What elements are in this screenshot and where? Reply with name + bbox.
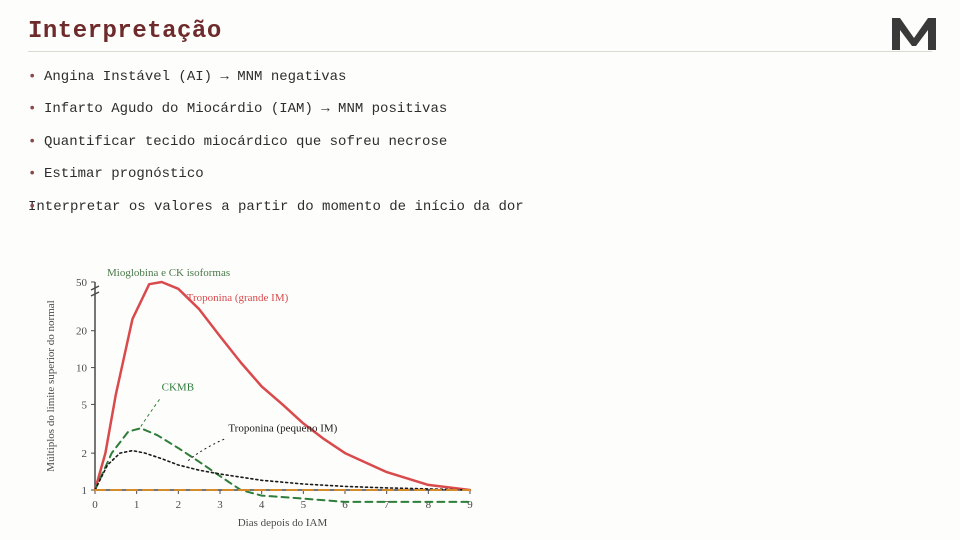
- svg-text:5: 5: [301, 499, 307, 511]
- bullet-item: Angina Instável (AI) → MNM negativas: [28, 66, 932, 88]
- page-title: Interpretação: [28, 18, 932, 52]
- svg-text:3: 3: [217, 499, 223, 511]
- slide: Interpretação Angina Instável (AI) → MNM…: [0, 0, 960, 540]
- svg-text:20: 20: [76, 326, 88, 338]
- svg-text:50: 50: [76, 277, 88, 289]
- svg-text:7: 7: [384, 499, 390, 511]
- bullet-item: Interpretar os valores a partir do momen…: [28, 196, 932, 218]
- svg-text:Troponina (grande IM): Troponina (grande IM): [187, 292, 289, 304]
- bullet-list: Angina Instável (AI) → MNM negativas Inf…: [28, 66, 932, 218]
- svg-text:8: 8: [426, 499, 432, 511]
- svg-text:Troponina (pequeno IM): Troponina (pequeno IM): [228, 423, 337, 435]
- svg-text:Dias depois do IAM: Dias depois do IAM: [238, 517, 328, 529]
- bullet-item: Estimar prognóstico: [28, 163, 932, 185]
- bullet-item: Infarto Agudo do Miocárdio (IAM) → MNM p…: [28, 98, 932, 120]
- svg-text:1: 1: [134, 499, 140, 511]
- marker-kinetics-chart: 1251020500123456789Dias depois do IAMMúl…: [40, 260, 480, 530]
- logo-m: [890, 14, 938, 59]
- svg-text:1: 1: [82, 485, 88, 497]
- svg-text:0: 0: [92, 499, 98, 511]
- svg-text:2: 2: [176, 499, 182, 511]
- svg-text:9: 9: [467, 499, 473, 511]
- bullet-item: Quantificar tecido miocárdico que sofreu…: [28, 131, 932, 153]
- svg-text:CKMB: CKMB: [162, 381, 194, 393]
- svg-text:5: 5: [82, 399, 88, 411]
- svg-text:4: 4: [259, 499, 265, 511]
- svg-text:Mioglobina e CK isoformas: Mioglobina e CK isoformas: [107, 267, 230, 279]
- svg-text:Múltiplos do limite superior d: Múltiplos do limite superior do normal: [45, 300, 57, 471]
- svg-text:10: 10: [76, 363, 88, 375]
- svg-text:2: 2: [82, 448, 88, 460]
